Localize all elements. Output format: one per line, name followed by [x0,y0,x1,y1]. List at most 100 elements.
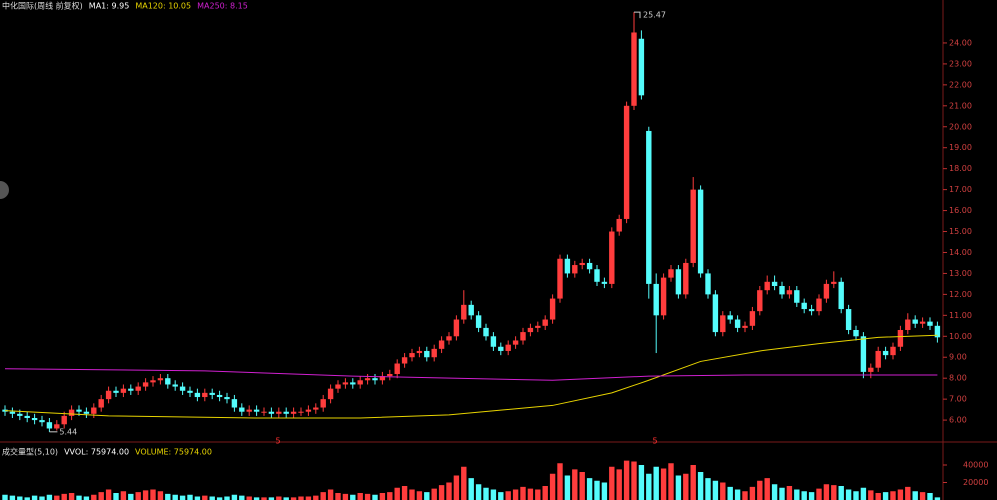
volume-bar [142,490,149,500]
volume-bar [387,492,393,500]
volume-bar [461,466,467,500]
candle-body [897,330,904,347]
candle-body [609,231,615,284]
volume-bar [801,491,807,500]
volume-bar [757,480,763,500]
volume-tick-label: 20000 [963,478,988,487]
candle-body [68,409,75,416]
volume-bar [557,463,563,500]
volume-bar [475,484,482,500]
candle-body [39,420,45,423]
volume-bar [734,489,741,500]
volume-bar [24,497,30,500]
volume-bar [128,493,134,500]
volume-bar [697,472,704,500]
candle-body [179,386,186,391]
candle-body [564,258,571,274]
ma-label: MA120: 10.05 [135,2,191,11]
candle-body [934,325,941,338]
volume-bar [327,489,334,500]
candle-body [461,304,467,320]
candle-body [268,411,275,414]
y-tick-label: 8.00 [949,374,967,383]
volume-bar [446,482,452,500]
candle-body [868,367,874,372]
volume-bar [572,469,578,500]
volume-bar [276,496,282,500]
candle-body [542,319,548,326]
candle-body [24,415,30,418]
y-tick-label: 7.00 [949,395,967,404]
volume-bar [905,486,911,500]
candle-body [194,392,201,398]
volume-bar [838,486,844,500]
candle-body [98,399,104,408]
candle-body [845,309,852,330]
volume-bar [690,465,696,500]
candle-body [927,321,933,326]
candle-body [882,350,889,356]
y-tick-label: 12.00 [949,290,972,299]
annotation-pointer [634,11,641,19]
volume-bar [372,494,378,500]
candle-body [653,283,659,316]
volume-bar [653,466,659,500]
volume-bar [76,495,82,500]
candle-body [290,411,297,414]
volume-bar [897,489,904,500]
candle-body [283,411,289,414]
volume-bar [438,485,445,500]
candle-body [779,286,785,295]
volume-bar [549,473,556,500]
volume-bar [157,491,164,500]
y-tick-label: 14.00 [949,248,972,257]
candle-body [91,407,97,414]
candle-body [646,130,652,284]
volume-bar [394,487,400,500]
volume-bar [350,494,356,500]
volume-bar [290,497,297,500]
candle-body [31,418,38,421]
candle-body [520,332,526,341]
candle-body [727,315,733,320]
volume-bar [2,494,8,500]
candle-body [239,407,245,412]
y-tick-label: 17.00 [949,185,972,194]
candle-body [202,392,208,398]
candle-body [786,290,793,295]
volume-bar [712,480,719,500]
volume-bar [845,489,852,500]
candle-body [424,350,430,358]
volume-bar [934,497,941,500]
volume-bar [890,491,896,500]
y-tick-label: 9.00 [949,353,967,362]
volume-bar [853,491,859,500]
candle-body [808,309,815,312]
y-tick-label: 23.00 [949,59,972,68]
volume-bar [512,489,519,500]
candle-body [623,105,630,219]
candle-body [120,388,127,393]
volume-bar [794,489,800,500]
candle-body [734,319,741,328]
volume-bar [727,486,733,500]
volume-bar [120,491,127,500]
candle-body [483,327,489,337]
volume-bar [498,492,504,500]
volume-bar [527,488,534,500]
volume-bar [261,497,267,500]
volume-bar [150,489,156,500]
candle-body [549,298,556,320]
candle-body [387,374,393,377]
candle-body [601,281,608,284]
candle-body [76,409,82,412]
y-tick-label: 24.00 [949,38,972,47]
candle-body [757,290,763,312]
volume-bar [771,484,778,500]
volume-bar [594,480,600,500]
period-mark: 5 [275,437,280,446]
candle-body [157,378,164,381]
volume-bar [342,493,349,500]
candle-body [446,336,452,341]
